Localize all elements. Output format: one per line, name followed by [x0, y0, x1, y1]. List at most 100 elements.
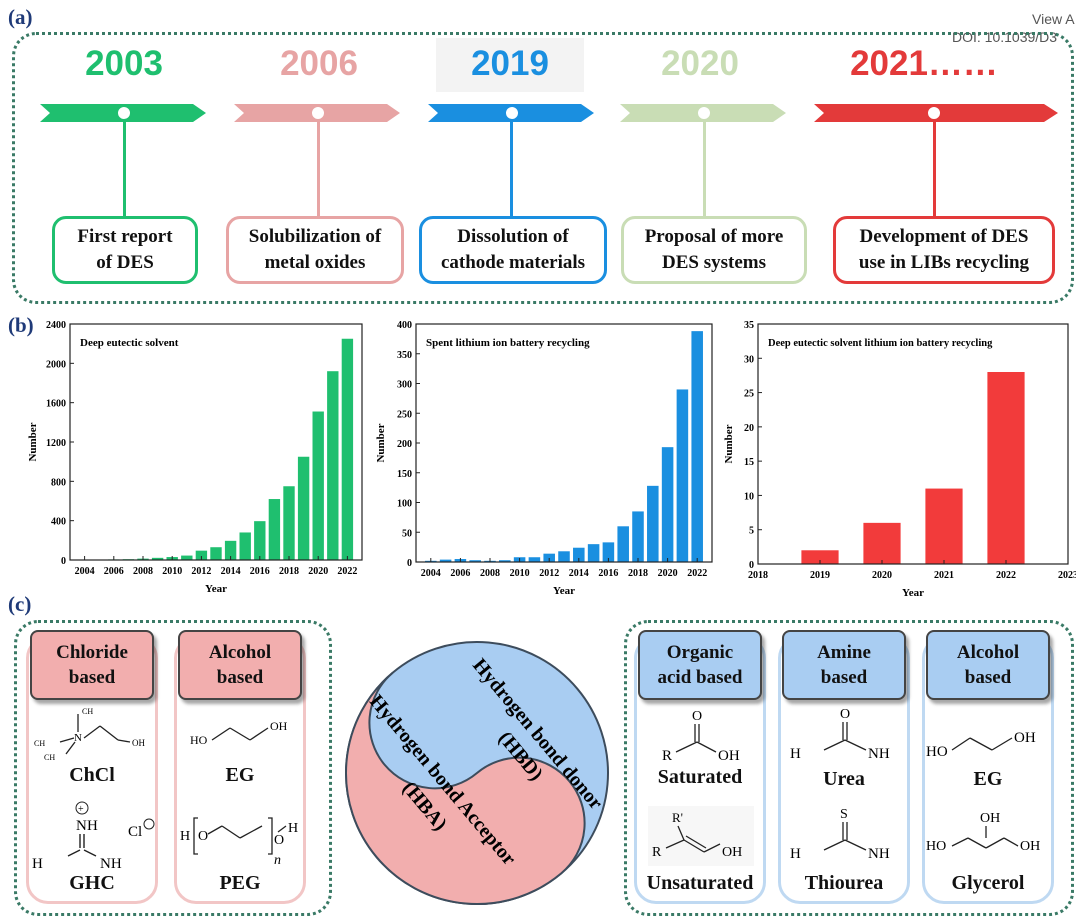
- h2n-label: H: [790, 846, 801, 862]
- bar-2021: [327, 371, 339, 560]
- oh-label: OH: [1014, 730, 1036, 746]
- timeline: 2003 First report of DES 2006 Solubiliza…: [0, 0, 1080, 310]
- ytick-label: 0: [407, 558, 412, 569]
- x-axis-label: Year: [205, 583, 227, 595]
- xtick-label: 2010: [510, 568, 530, 579]
- bar-2020: [312, 411, 324, 560]
- xtick-label: 2020: [658, 568, 678, 579]
- ytick-label: 2000: [46, 359, 66, 370]
- timeline-arrow-2020: [620, 104, 786, 122]
- panel-label-c: (c): [8, 592, 32, 616]
- r-label: R: [652, 845, 662, 860]
- timeline-arrow-2021: [814, 104, 1058, 122]
- oh-label: OH: [270, 719, 288, 733]
- timeline-year-2020: 2020: [661, 44, 739, 83]
- bar-2021: [676, 389, 689, 562]
- unsaturated-bg: [648, 806, 754, 866]
- nh2-label: NH: [100, 856, 122, 872]
- bar-2015: [587, 544, 600, 562]
- hbd-item-urea: Urea: [823, 768, 865, 790]
- bar-2019: [297, 456, 310, 560]
- xtick-label: 2021: [934, 570, 954, 581]
- hba-item-peg: PEG: [219, 872, 261, 894]
- bar-2018: [632, 511, 644, 562]
- bar-2017: [268, 499, 281, 560]
- timeline-box-2006: Solubilization of metal oxides: [226, 216, 404, 284]
- xtick-label: 2018: [748, 570, 768, 581]
- bar-2014: [224, 540, 237, 560]
- y-axis-label: Number: [27, 422, 39, 461]
- hba-head-alcohol: Alcohol based: [178, 630, 302, 700]
- xtick-label: 2022: [337, 566, 357, 577]
- ytick-label: 30: [744, 354, 754, 365]
- hbd-item-glycerol: Glycerol: [951, 872, 1025, 894]
- bar-2016: [602, 542, 615, 562]
- oh-label: OH: [1020, 839, 1040, 854]
- o-label: O: [840, 707, 850, 722]
- xtick-label: 2022: [996, 570, 1016, 581]
- ytick-label: 0: [749, 560, 754, 571]
- y-axis-label: Number: [723, 424, 735, 463]
- xtick-label: 2004: [421, 568, 441, 579]
- timeline-year-2021: 2021……: [850, 44, 998, 83]
- chart-title: Deep eutectic solvent: [80, 337, 179, 349]
- h-label: H: [288, 821, 298, 836]
- timeline-connector: [510, 120, 513, 218]
- bar-2018: [283, 486, 295, 560]
- timeline-arrow-2019: [428, 104, 594, 122]
- ytick-label: 800: [51, 477, 66, 488]
- eg-structure: HO OH: [190, 719, 288, 747]
- view-article-link[interactable]: View A: [1032, 11, 1075, 27]
- x-axis-label: Year: [902, 587, 924, 599]
- bar-2005: [439, 559, 452, 562]
- peg-structure: H O O H n: [180, 817, 298, 868]
- ytick-label: 400: [51, 517, 66, 528]
- bar-2022: [987, 372, 1025, 564]
- n-label: N: [74, 732, 82, 744]
- bar-2022: [691, 331, 703, 562]
- ytick-label: 1200: [46, 438, 66, 449]
- xtick-label: 2020: [308, 566, 328, 577]
- chart-spent-libs-recycling: 0 50 100 150 200 250 300 350 400 2004 2006 2008 2010…: [375, 320, 713, 597]
- hbd-head-alcohol: Alcohol based: [926, 630, 1050, 700]
- hbd-item-eg: EG: [973, 768, 1003, 790]
- chart-deep-eutectic-solvent: 0 400 800 1200 1600 2000 2400 2004 2006 2008 2010 2…: [27, 320, 363, 595]
- cl-label: Cl: [128, 824, 142, 840]
- bar-2009: [499, 560, 511, 562]
- xtick-label: 2008: [133, 566, 153, 577]
- hba-item-ghc: GHC: [69, 872, 115, 894]
- timeline-arrow-2003: [40, 104, 206, 122]
- o-label: O: [198, 829, 208, 844]
- timeline-year-2003: 2003: [85, 44, 163, 83]
- o-label: O: [692, 709, 702, 724]
- bar-2019: [801, 550, 839, 564]
- ytick-label: 400: [397, 320, 412, 331]
- bar-2013: [210, 547, 222, 560]
- hbd-item-thiourea: Thiourea: [804, 872, 884, 894]
- xtick-label: 2018: [279, 566, 299, 577]
- nh2-label: NH: [868, 846, 890, 862]
- ghc-structure: + N H H NH Cl: [32, 801, 155, 872]
- panel-label-b: (b): [8, 313, 34, 337]
- ytick-label: 150: [397, 469, 412, 480]
- ytick-label: 25: [744, 389, 754, 400]
- plot-frame: [757, 323, 1069, 565]
- bar-2009: [151, 557, 164, 560]
- h2n-label: H: [32, 856, 43, 872]
- n-label: N: [76, 818, 87, 834]
- xtick-label: 2016: [598, 568, 618, 579]
- bar-2022: [341, 338, 354, 560]
- timeline-frame: [12, 32, 1074, 304]
- bar-2012: [195, 550, 208, 560]
- xtick-label: 2010: [162, 566, 182, 577]
- ch3-label: CH: [82, 707, 93, 716]
- timeline-year-2006: 2006: [280, 44, 358, 83]
- chart-title: Spent lithium ion battery recycling: [426, 337, 590, 349]
- xtick-label: 2014: [221, 566, 241, 577]
- s-label: S: [840, 807, 848, 822]
- chart-title: Deep eutectic solvent lithium ion batter…: [768, 338, 993, 349]
- hba-hbd-yinyang: Hydrogen bond Acceptor (HBA) Hydrogen bo…: [345, 641, 609, 905]
- xtick-label: 2014: [569, 568, 589, 579]
- bar-2016: [254, 521, 266, 560]
- o-label: O: [274, 833, 284, 848]
